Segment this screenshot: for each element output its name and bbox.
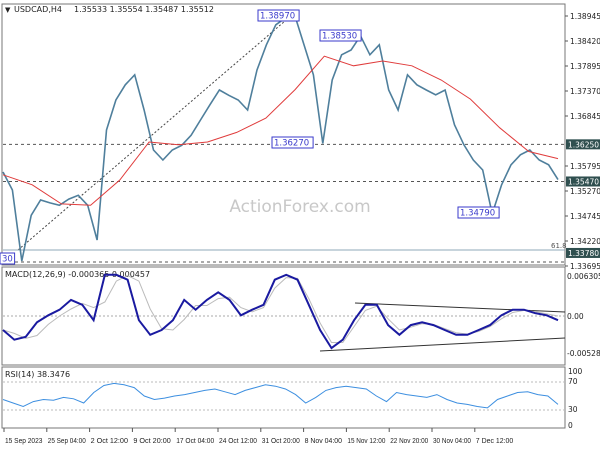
fib-label: 61.8 [551,242,567,250]
y-tick-label: 1.38420 [570,37,600,46]
level-tag [566,139,600,150]
x-tick-label: 17 Oct 04:00 [176,438,214,445]
macd-series [2,273,559,350]
level-tag [566,247,600,258]
y-tick-label: 1.33695 [570,262,600,271]
watermark: ActionForex.com [229,197,370,217]
macd-trendline-upper [354,302,566,313]
rsi-tick-label: 0 [568,421,573,430]
rsi-series [2,382,559,409]
swing-label-box [271,136,314,149]
swing-label-box [0,252,16,265]
sma-series [2,55,559,206]
level-tag [566,176,600,187]
swing-label: 1.38970 [260,12,295,22]
macd-trendline-lower [319,337,566,352]
rsi-title: RSI(14) 38.3476 [5,370,70,379]
y-tick-label: 1.37370 [570,87,600,96]
ohlc-readout: 1.35533 1.35554 1.35487 1.35512 [74,5,214,14]
swing-label: 1.38530 [322,32,357,42]
swing-label-box [457,206,500,219]
macd-tick-label: 0.00 [567,312,584,321]
x-tick-label: 15 Nov 12:00 [347,438,385,445]
swing-label-box [319,29,362,42]
x-tick-label: 15 Sep 2023 [5,438,43,445]
y-tick-label: 1.38945 [570,12,600,21]
rsi-tick-label: 70 [568,377,578,386]
y-tick-label: 1.36845 [570,112,600,121]
x-tick-label: 30 Nov 04:00 [433,438,471,445]
x-tick-label: 2 Oct 12:00 [91,438,128,445]
trendline [17,14,293,251]
x-tick-label: 24 Oct 12:00 [219,438,257,445]
y-tick-label: 1.34220 [570,237,600,246]
y-tick-label: 1.37895 [570,62,600,71]
rsi-tick-label: 100 [568,367,583,376]
x-tick-label: 8 Nov 04:00 [305,438,343,445]
swing-label: 1.34790 [460,209,495,219]
level-tag-label: 1.33780 [568,249,599,258]
macd-tick-label: -0.005283 [567,349,600,358]
swing-label: 1.36270 [274,139,309,149]
x-tick-label: 22 Nov 20:00 [390,438,428,445]
x-tick-label: 31 Oct 20:00 [262,438,300,445]
y-tick-label: 1.35795 [570,162,600,171]
rsi-panel [1,366,566,429]
symbol-label: USDCAD,H4 [14,5,62,14]
macd-title: MACD(12,26,9) -0.000365 0.000457 [5,270,150,279]
collapse-icon[interactable]: ▼ [5,6,11,14]
swing-label-box [257,9,300,22]
x-tick-label: 7 Dec 12:00 [476,438,514,445]
rsi-tick-label: 30 [568,405,578,414]
level-tag-label: 1.35470 [568,177,599,186]
x-tick-label: 9 Oct 20:00 [133,438,170,445]
y-tick-label: 1.34745 [570,212,600,221]
level-tag-label: 1.36250 [568,140,599,149]
y-tick-label: 1.35270 [570,187,600,196]
macd-tick-label: 0.006305 [567,272,600,281]
price-panel [1,3,566,266]
x-tick-label: 25 Sep 04:00 [48,438,86,445]
swing-label: 30 [2,255,13,265]
